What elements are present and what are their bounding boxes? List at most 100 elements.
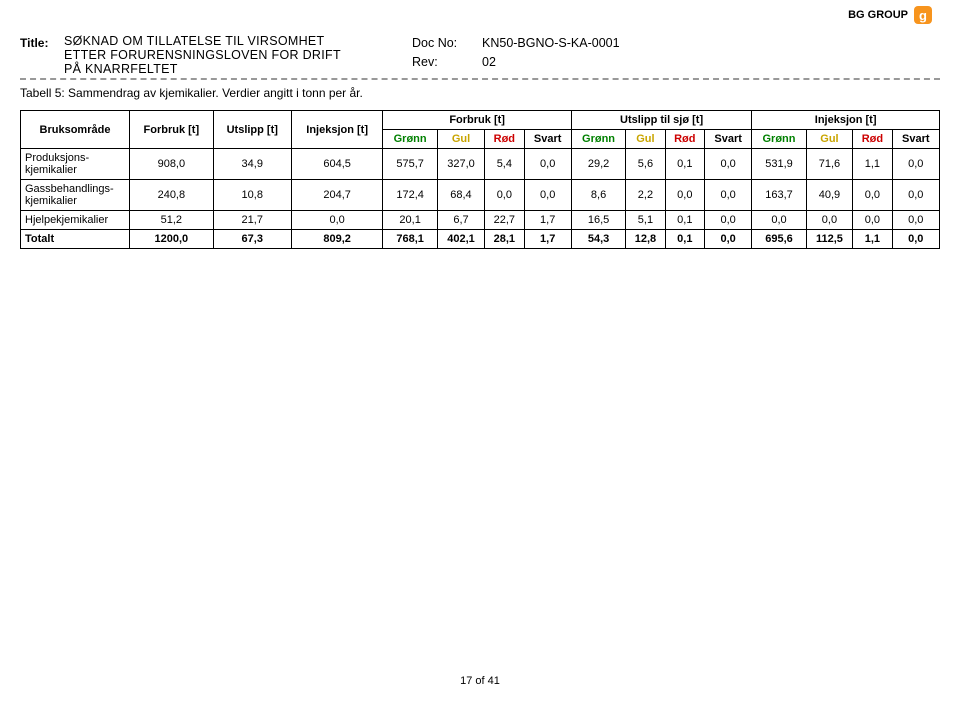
table-row: Totalt1200,067,3809,2768,1402,128,11,754… [21,230,940,249]
table-cell: 1,7 [524,230,571,249]
table-cell: 40,9 [806,180,853,211]
table-cell: 71,6 [806,149,853,180]
table-cell: 327,0 [437,149,484,180]
table-cell: Produksjons-kjemikalier [21,149,130,180]
title-label: Title: [20,34,64,50]
table-caption: Tabell 5: Sammendrag av kjemikalier. Ver… [20,86,940,100]
th-i-gronn: Grønn [752,130,806,149]
table-cell: 2,2 [626,180,665,211]
table-cell: Gassbehandlings-kjemikalier [21,180,130,211]
th-i-rod: Rød [853,130,892,149]
rev-value: 02 [482,53,496,72]
table-cell: 54,3 [571,230,625,249]
brand-logo-icon: g [914,6,932,24]
table-cell: 1,1 [853,230,892,249]
table-cell: 0,0 [291,211,383,230]
title-line-2: ETTER FORURENSNINGSLOVEN FOR DRIFT [64,48,394,62]
th-group-forbruk: Forbruk [t] [383,111,571,130]
page-footer: 17 of 41 [0,675,960,687]
rev-label: Rev: [412,53,470,72]
th-group-injeksjon: Injeksjon [t] [752,111,940,130]
table-cell: 0,0 [892,149,939,180]
table-cell: 575,7 [383,149,437,180]
table-cell: 112,5 [806,230,853,249]
table-cell: 0,0 [485,180,524,211]
table-cell: 0,0 [704,180,751,211]
title-text: SØKNAD OM TILLATELSE TIL VIRSOMHET ETTER… [64,34,404,76]
th-i-gul: Gul [806,130,853,149]
table-cell: 768,1 [383,230,437,249]
table-cell: 531,9 [752,149,806,180]
table-cell: 0,0 [524,149,571,180]
table-cell: Totalt [21,230,130,249]
table-cell: 5,6 [626,149,665,180]
table-cell: 6,7 [437,211,484,230]
table-row: Produksjons-kjemikalier908,034,9604,5575… [21,149,940,180]
table-cell: 240,8 [130,180,214,211]
table-cell: 21,7 [213,211,291,230]
table-cell: 0,0 [853,211,892,230]
table-cell: 0,0 [892,211,939,230]
th-f-gronn: Grønn [383,130,437,149]
table-cell: 402,1 [437,230,484,249]
table-cell: 16,5 [571,211,625,230]
th-i-svart: Svart [892,130,939,149]
table-cell: 0,0 [704,230,751,249]
table-cell: 604,5 [291,149,383,180]
table-cell: 0,0 [892,180,939,211]
table-cell: 0,0 [892,230,939,249]
table-cell: 22,7 [485,211,524,230]
document-header: Title: SØKNAD OM TILLATELSE TIL VIRSOMHE… [20,34,940,80]
table-cell: 809,2 [291,230,383,249]
table-cell: 0,1 [665,230,704,249]
docno-value: KN50-BGNO-S-KA-0001 [482,34,620,53]
table-cell: 0,0 [524,180,571,211]
table-cell: 1200,0 [130,230,214,249]
table-cell: 908,0 [130,149,214,180]
table-cell: 0,0 [665,180,704,211]
table-cell: Hjelpekjemikalier [21,211,130,230]
th-group-utslipp: Utslipp til sjø [t] [571,111,751,130]
table-cell: 12,8 [626,230,665,249]
th-bruksomrade: Bruksområde [21,111,130,149]
title-line-3: PÅ KNARRFELTET [64,62,394,76]
th-u-svart: Svart [704,130,751,149]
table-cell: 34,9 [213,149,291,180]
th-f-gul: Gul [437,130,484,149]
table-cell: 5,4 [485,149,524,180]
table-cell: 0,0 [752,211,806,230]
th-utslipp-total: Utslipp [t] [213,111,291,149]
table-row: Gassbehandlings-kjemikalier240,810,8204,… [21,180,940,211]
title-line-1: SØKNAD OM TILLATELSE TIL VIRSOMHET [64,34,394,48]
th-f-rod: Rød [485,130,524,149]
table-cell: 163,7 [752,180,806,211]
doc-meta: Doc No: KN50-BGNO-S-KA-0001 Rev: 02 [404,34,620,72]
th-u-gronn: Grønn [571,130,625,149]
table-cell: 0,0 [853,180,892,211]
table-cell: 29,2 [571,149,625,180]
table-cell: 20,1 [383,211,437,230]
table-cell: 68,4 [437,180,484,211]
brand-name: BG GROUP [848,9,908,21]
table-cell: 1,1 [853,149,892,180]
table-cell: 0,0 [704,149,751,180]
table-cell: 695,6 [752,230,806,249]
th-f-svart: Svart [524,130,571,149]
table-cell: 8,6 [571,180,625,211]
brand-block: BG GROUP g [848,6,932,24]
table-cell: 1,7 [524,211,571,230]
table-cell: 51,2 [130,211,214,230]
table-cell: 67,3 [213,230,291,249]
table-cell: 0,0 [806,211,853,230]
th-forbruk-total: Forbruk [t] [130,111,214,149]
table-cell: 0,1 [665,149,704,180]
table-cell: 0,0 [704,211,751,230]
th-u-gul: Gul [626,130,665,149]
table-row: Hjelpekjemikalier51,221,70,020,16,722,71… [21,211,940,230]
chemicals-table: Bruksområde Forbruk [t] Utslipp [t] Inje… [20,110,940,249]
th-injeksjon-total: Injeksjon [t] [291,111,383,149]
table-cell: 10,8 [213,180,291,211]
table-cell: 5,1 [626,211,665,230]
table-cell: 204,7 [291,180,383,211]
table-cell: 172,4 [383,180,437,211]
